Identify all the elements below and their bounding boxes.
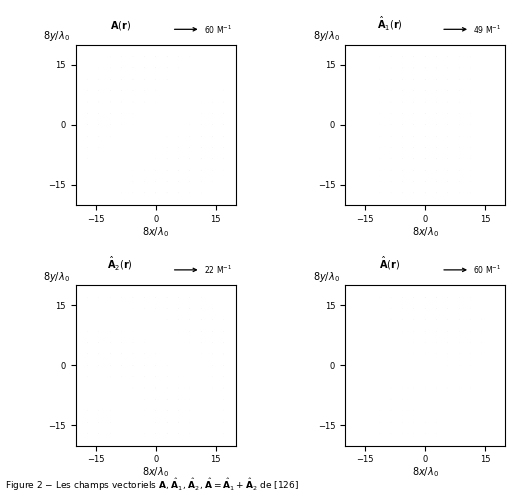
- Text: $\hat{\mathbf{A}}_2(\mathbf{r})$: $\hat{\mathbf{A}}_2(\mathbf{r})$: [108, 254, 134, 272]
- Text: $22\ \mathrm{M}^{-1}$: $22\ \mathrm{M}^{-1}$: [204, 264, 232, 276]
- X-axis label: $8x/\lambda_0$: $8x/\lambda_0$: [142, 466, 169, 480]
- Text: Figure 2 $-$ Les champs vectoriels $\mathbf{A}$, $\hat{\mathbf{A}}_1$, $\hat{\ma: Figure 2 $-$ Les champs vectoriels $\mat…: [5, 476, 299, 493]
- Text: $49\ \mathrm{M}^{-1}$: $49\ \mathrm{M}^{-1}$: [473, 23, 502, 36]
- X-axis label: $8x/\lambda_0$: $8x/\lambda_0$: [412, 466, 439, 480]
- Text: $8y/\lambda_0$: $8y/\lambda_0$: [43, 269, 70, 284]
- X-axis label: $8x/\lambda_0$: $8x/\lambda_0$: [412, 225, 439, 239]
- Text: $8y/\lambda_0$: $8y/\lambda_0$: [313, 29, 340, 43]
- Text: $\hat{\mathbf{A}}_1(\mathbf{r})$: $\hat{\mathbf{A}}_1(\mathbf{r})$: [377, 14, 403, 32]
- Text: $\hat{\mathbf{A}}(\mathbf{r})$: $\hat{\mathbf{A}}(\mathbf{r})$: [379, 255, 400, 272]
- Text: $8y/\lambda_0$: $8y/\lambda_0$: [313, 269, 340, 284]
- Text: $60\ \mathrm{M}^{-1}$: $60\ \mathrm{M}^{-1}$: [204, 23, 232, 36]
- X-axis label: $8x/\lambda_0$: $8x/\lambda_0$: [142, 225, 169, 239]
- Text: $\mathbf{A}(\mathbf{r})$: $\mathbf{A}(\mathbf{r})$: [110, 19, 131, 32]
- Text: $60\ \mathrm{M}^{-1}$: $60\ \mathrm{M}^{-1}$: [473, 264, 502, 276]
- Text: $8y/\lambda_0$: $8y/\lambda_0$: [43, 29, 70, 43]
